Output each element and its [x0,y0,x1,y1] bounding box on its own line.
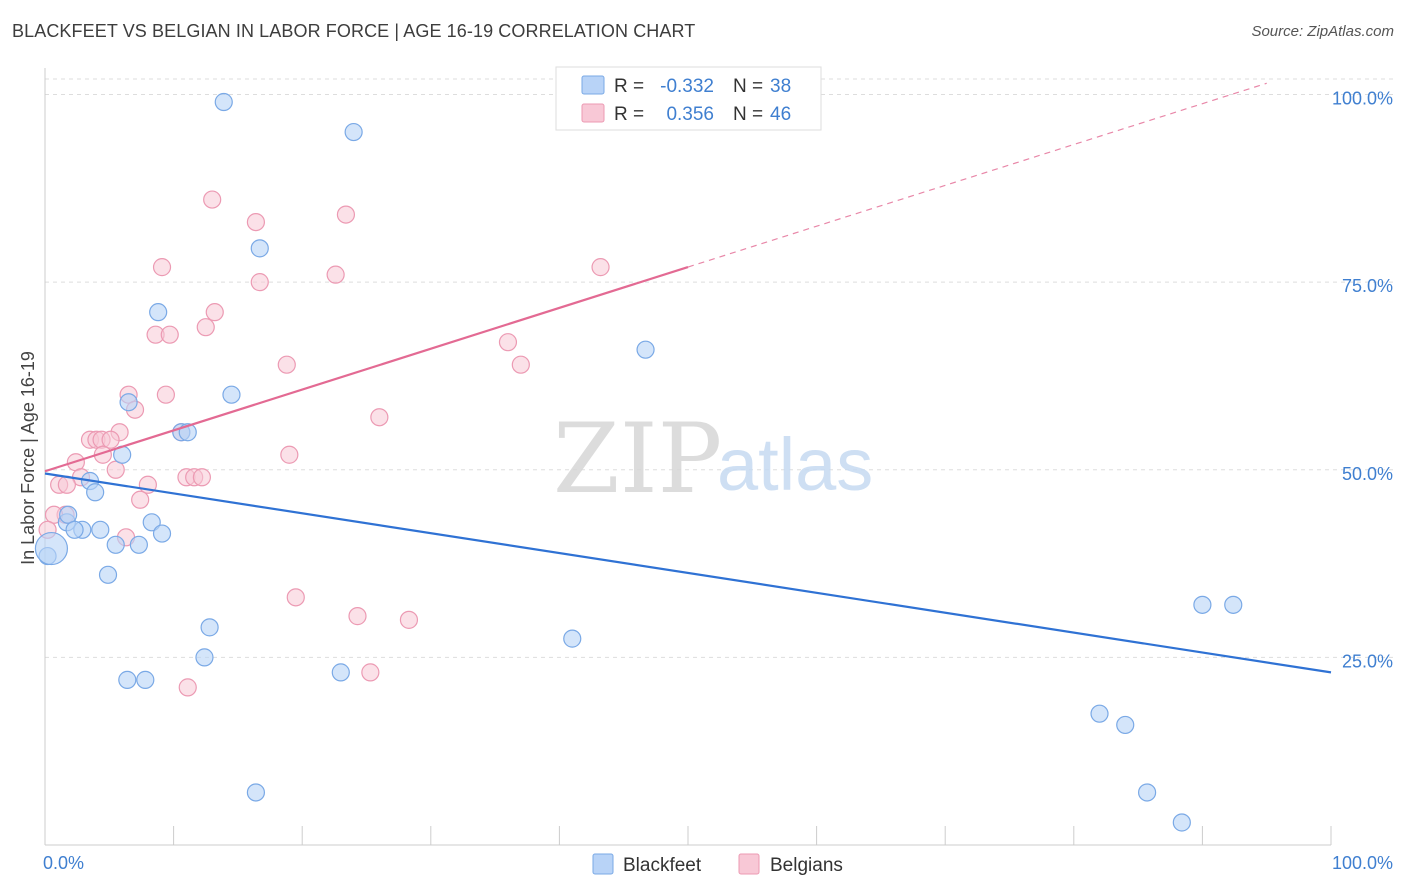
blackfeet-point [200,618,219,637]
belgians-point [101,430,120,449]
belgians-point [106,460,125,479]
blackfeet-point [59,505,78,524]
stats-n-value-blackfeet: 38 [770,76,791,97]
chart-title: BLACKFEET VS BELGIAN IN LABOR FORCE | AG… [12,21,696,41]
watermark-zip: ZIP [553,403,722,515]
belgians-point [196,318,215,337]
bottom-legend: Blackfeet Belgians [592,853,843,876]
blackfeet-point [129,535,148,554]
belgians-point [178,678,197,697]
blackfeet-point [1116,715,1135,735]
trend-line-belgians-extension [687,82,1267,268]
stats-legend-swatch-blackfeet [581,75,605,95]
blackfeet-point [222,385,241,404]
belgians-point [348,607,367,626]
belgians-point [160,325,179,344]
belgians-point [286,588,305,607]
blackfeet-point [152,524,172,543]
y-tick-label: 100.0% [1332,89,1393,109]
blackfeet-point [344,122,363,142]
blackfeet-point [86,483,105,502]
belgians-point [152,258,172,277]
blackfeet-point [118,670,137,689]
stats-legend-swatch-belgians [581,103,605,123]
blackfeet-point [119,393,138,412]
trend-line-belgians [44,265,689,473]
stats-legend: R = -0.332 N = 38 R = 0.356 N = 46 [555,66,822,131]
blackfeet-point [1090,704,1109,723]
blackfeet-point [331,663,350,682]
belgians-point [498,333,518,352]
blackfeet-point [195,648,214,667]
belgians-point [511,355,530,374]
legend-swatch-blackfeet [592,853,614,875]
blackfeet-point [91,520,110,539]
belgians-point [250,273,269,292]
stats-n-label-blackfeet: N = [733,76,763,97]
blackfeet-point [149,303,168,322]
gridlines [45,78,1393,658]
axes [44,68,1332,846]
blackfeet-point [250,239,269,258]
blackfeet-point [65,520,84,539]
legend-label-belgians: Belgians [770,855,843,876]
stats-r-label-belgians: R = [614,104,644,125]
x-tick-labels: 0.0% 100.0% [43,853,1393,873]
blackfeet-point [1138,783,1157,802]
stats-r-value-belgians: 0.356 [666,104,714,125]
belgians-point [205,303,224,322]
blackfeet-point [1224,595,1243,614]
blackfeet-point [142,513,161,532]
belgians-point [280,445,299,464]
source-credit: Source: ZipAtlas.com [1251,23,1394,40]
belgians-point [203,190,222,209]
belgians-point [591,258,610,277]
belgians-point [192,468,211,487]
belgians-point [326,265,345,284]
belgians-point [131,490,150,509]
y-tick-label: 50.0% [1342,464,1393,484]
blackfeet-point [563,629,582,648]
blackfeet-point [136,670,155,689]
x-tick-label-min: 0.0% [43,853,84,873]
trend-line-blackfeet [44,472,1332,674]
trend-lines [44,82,1332,674]
belgians-point [399,610,419,629]
blackfeet-point [1193,595,1212,614]
belgians-point [277,355,296,374]
y-tick-labels: 25.0% 50.0% 75.0% 100.0% [1332,89,1393,672]
blackfeet-point [98,565,118,584]
stats-r-value-blackfeet: -0.332 [660,76,714,97]
legend-label-blackfeet: Blackfeet [623,855,702,876]
watermark-atlas: atlas [717,423,873,506]
belgians-point [361,663,380,682]
legend-swatch-belgians [738,853,760,875]
y-axis-label: In Labor Force | Age 16-19 [18,351,38,565]
stats-r-label-blackfeet: R = [614,76,644,97]
watermark: ZIP atlas [553,403,873,515]
blackfeet-point [106,535,125,554]
belgians-point [370,408,389,427]
y-tick-label: 25.0% [1342,651,1393,671]
blackfeet-point [246,783,266,802]
stats-n-label-belgians: N = [733,104,763,125]
blackfeet-point [214,92,233,112]
blackfeet-point [636,340,655,359]
belgians-points [38,92,682,697]
belgians-point [156,385,175,404]
y-tick-label: 75.0% [1342,276,1393,296]
x-tick-label-max: 100.0% [1332,853,1393,873]
stats-n-value-belgians: 46 [770,104,791,125]
blackfeet-point [1172,813,1191,832]
blackfeet-point [34,531,69,566]
belgians-point [246,212,266,232]
belgians-point [336,205,356,224]
